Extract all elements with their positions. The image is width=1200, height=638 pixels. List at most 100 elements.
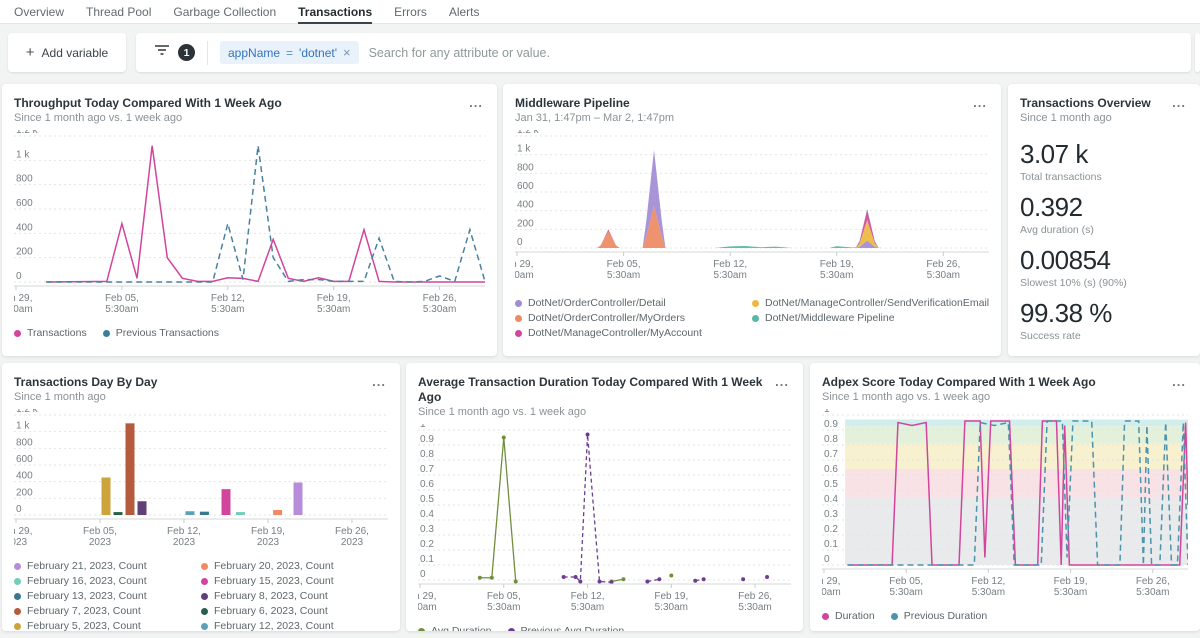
svg-text:1.2 k: 1.2 k: [16, 409, 39, 415]
svg-text:5:30am: 5:30am: [1054, 587, 1087, 598]
panel-menu-icon[interactable]: ...: [1170, 96, 1188, 110]
svg-text:1: 1: [420, 424, 426, 430]
legend-item[interactable]: Previous Avg Duration: [508, 625, 625, 631]
avg-duration-chart[interactable]: 00.10.20.30.40.50.60.70.80.91Jan 29,5:30…: [418, 424, 791, 614]
legend-dot-icon: [418, 628, 425, 632]
panel-title: Transactions Overview: [1020, 96, 1151, 111]
filter-count-badge: 1: [178, 44, 195, 61]
legend-item[interactable]: February 5, 2023, Count: [14, 620, 201, 631]
legend-item[interactable]: February 6, 2023, Count: [201, 605, 388, 617]
search-input[interactable]: [369, 46, 1181, 60]
day-by-day-chart[interactable]: 02004006008001 k1.2 kJan 29,2023Feb 05,2…: [14, 409, 388, 549]
svg-text:5:30am: 5:30am: [423, 304, 456, 315]
legend-dot-icon: [14, 623, 21, 630]
apdex-chart[interactable]: 00.10.20.30.40.50.60.70.80.91Jan 29,5:30…: [822, 409, 1188, 599]
legend-item[interactable]: February 20, 2023, Count: [201, 560, 388, 572]
tab-garbage-collection[interactable]: Garbage Collection: [173, 0, 276, 24]
legend-dot-icon: [515, 330, 522, 337]
legend-item[interactable]: February 8, 2023, Count: [201, 590, 388, 602]
legend-dot-icon: [201, 623, 208, 630]
legend-item[interactable]: February 7, 2023, Count: [14, 605, 201, 617]
panel-title: Adpex Score Today Compared With 1 Week A…: [822, 375, 1096, 390]
stat-success-rate: 99.38 % Success rate: [1020, 298, 1188, 342]
legend-item[interactable]: Duration: [822, 610, 875, 622]
svg-text:Feb 12,: Feb 12,: [211, 293, 245, 304]
panel-menu-icon[interactable]: ...: [1170, 375, 1188, 389]
throughput-legend: Transactions Previous Transactions: [14, 327, 485, 339]
legend-label: Transactions: [27, 327, 87, 339]
svg-text:600: 600: [16, 198, 33, 209]
legend-item[interactable]: DotNet/OrderController/Detail: [515, 297, 752, 309]
legend-item[interactable]: February 13, 2023, Count: [14, 590, 201, 602]
legend-label: February 21, 2023, Count: [27, 560, 147, 572]
legend-item[interactable]: Transactions: [14, 327, 87, 339]
legend-dot-icon: [891, 613, 898, 620]
legend-item[interactable]: Avg Duration: [418, 625, 492, 631]
legend-item[interactable]: Previous Transactions: [103, 327, 219, 339]
legend-label: Avg Duration: [431, 625, 492, 631]
svg-text:800: 800: [16, 437, 33, 448]
svg-text:0.8: 0.8: [824, 434, 838, 445]
svg-text:400: 400: [16, 471, 33, 482]
legend-item[interactable]: DotNet/Middleware Pipeline: [752, 312, 989, 324]
svg-text:Feb 26,: Feb 26,: [738, 591, 772, 602]
legend-dot-icon: [752, 315, 759, 322]
legend-item[interactable]: February 15, 2023, Count: [201, 575, 388, 587]
stat-value: 3.07 k: [1020, 139, 1188, 169]
filter-icon[interactable]: [154, 43, 170, 62]
svg-text:0.3: 0.3: [824, 509, 838, 520]
legend-item[interactable]: DotNet/OrderController/MyOrders: [515, 312, 752, 324]
filter-chip[interactable]: appName = 'dotnet' ×: [220, 41, 359, 64]
svg-text:0.2: 0.2: [420, 539, 434, 550]
legend-label: Duration: [835, 610, 875, 622]
svg-text:0.1: 0.1: [420, 554, 434, 565]
legend-label: February 12, 2023, Count: [214, 620, 334, 631]
svg-text:Feb 12,: Feb 12,: [167, 526, 201, 537]
tab-overview[interactable]: Overview: [14, 0, 64, 24]
chip-operator: =: [286, 46, 293, 60]
legend-label: February 7, 2023, Count: [27, 605, 141, 617]
tab-alerts[interactable]: Alerts: [449, 0, 480, 24]
legend-item[interactable]: February 21, 2023, Count: [14, 560, 201, 572]
panel-subtitle: Since 1 month ago vs. 1 week ago: [14, 111, 282, 126]
legend-dot-icon: [14, 563, 21, 570]
panel-middleware: Middleware Pipeline Jan 31, 1:47pm – Mar…: [503, 84, 1001, 356]
tab-errors[interactable]: Errors: [394, 0, 427, 24]
add-variable-button[interactable]: + Add variable: [8, 33, 126, 72]
legend-label: DotNet/Middleware Pipeline: [765, 312, 895, 324]
svg-text:Jan 29,: Jan 29,: [822, 576, 840, 587]
panel-menu-icon[interactable]: ...: [467, 96, 485, 110]
clipped-card-edge: [1195, 33, 1200, 72]
svg-text:5:30am: 5:30am: [571, 602, 604, 613]
legend-item[interactable]: Previous Duration: [891, 610, 987, 622]
legend-item[interactable]: February 16, 2023, Count: [14, 575, 201, 587]
legend-item[interactable]: DotNet/ManageController/SendVerification…: [752, 297, 989, 309]
chip-close-icon[interactable]: ×: [343, 45, 351, 60]
svg-text:Feb 05,: Feb 05,: [607, 259, 641, 270]
legend-label: DotNet/OrderController/Detail: [528, 297, 666, 309]
tab-transactions[interactable]: Transactions: [298, 0, 372, 24]
legend-dot-icon: [14, 608, 21, 615]
stat-label: Slowest 10% (s) (90%): [1020, 277, 1188, 289]
plus-icon: +: [26, 44, 35, 61]
throughput-chart[interactable]: 02004006008001 k1.2 kJan 29,5:30amFeb 05…: [14, 130, 485, 316]
panel-title: Average Transaction Duration Today Compa…: [418, 375, 773, 405]
legend-dot-icon: [201, 593, 208, 600]
svg-text:800: 800: [517, 162, 534, 173]
day-by-day-legend: February 21, 2023, Count February 16, 202…: [14, 560, 388, 631]
filter-bar: 1 appName = 'dotnet' ×: [136, 33, 1191, 72]
stat-value: 0.00854: [1020, 245, 1188, 275]
svg-text:Feb 05,: Feb 05,: [83, 526, 117, 537]
legend-item[interactable]: February 12, 2023, Count: [201, 620, 388, 631]
panel-menu-icon[interactable]: ...: [773, 375, 791, 389]
tab-thread-pool[interactable]: Thread Pool: [86, 0, 151, 24]
panel-menu-icon[interactable]: ...: [370, 375, 388, 389]
legend-item[interactable]: DotNet/ManageController/MyAccount: [515, 327, 752, 339]
legend-dot-icon: [14, 330, 21, 337]
svg-text:0.7: 0.7: [824, 449, 838, 460]
middleware-chart[interactable]: 02004006008001 k1.2 kJan 29,5:30amFeb 05…: [515, 130, 989, 282]
legend-label: February 15, 2023, Count: [214, 575, 334, 587]
panel-subtitle: Since 1 month ago vs. 1 week ago: [418, 405, 773, 420]
panel-menu-icon[interactable]: ...: [971, 96, 989, 110]
legend-dot-icon: [201, 578, 208, 585]
